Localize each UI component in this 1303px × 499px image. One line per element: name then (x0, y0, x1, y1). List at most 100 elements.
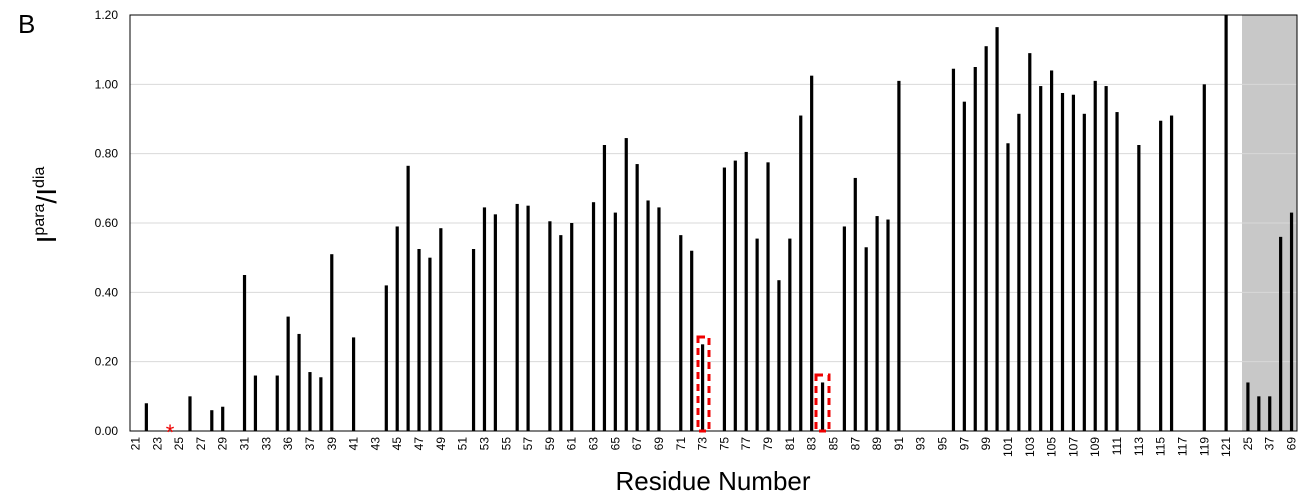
bar (635, 164, 639, 432)
x-tick-label: 99 (979, 437, 993, 451)
bar (242, 275, 247, 431)
bar (406, 165, 410, 432)
bar (1268, 396, 1272, 431)
bar (1159, 120, 1163, 431)
x-tick-label: 107 (1066, 437, 1080, 457)
bar (1279, 236, 1283, 431)
bar (570, 223, 574, 431)
x-tick-label: 49 (434, 437, 448, 451)
bar (308, 372, 312, 431)
x-tick-label: 29 (216, 437, 230, 451)
x-tick-label: 37 (1263, 437, 1277, 451)
x-tick-label: 39 (325, 437, 339, 451)
x-tick-label: 57 (521, 437, 535, 451)
bar (1202, 84, 1206, 431)
x-tick-label: 95 (936, 437, 950, 451)
x-axis-title: Residue Number (615, 466, 810, 496)
bar (210, 410, 214, 431)
bar (144, 403, 148, 431)
y-axis-title-part: /I (31, 188, 62, 204)
x-tick-label: 31 (238, 437, 252, 451)
bar (657, 207, 661, 431)
bar (733, 160, 737, 431)
bar (1289, 212, 1294, 431)
bar (1115, 112, 1119, 432)
bar (319, 377, 323, 431)
bar (766, 162, 770, 432)
bars (144, 15, 1294, 432)
bar (722, 167, 727, 432)
bar (690, 250, 694, 431)
x-tick-label: 36 (281, 437, 295, 451)
bar (995, 27, 999, 432)
x-tick-label: 113 (1132, 437, 1146, 456)
x-tick-label: 91 (892, 437, 906, 451)
y-tick-label: 0.60 (95, 216, 119, 230)
x-tick-label: 115 (1154, 437, 1168, 456)
bar (984, 46, 988, 431)
bar (875, 216, 879, 431)
y-tick-label: 0.40 (95, 285, 119, 299)
bar (439, 228, 443, 431)
x-tick-label: 121 (1219, 437, 1233, 457)
x-tick-label: 25 (172, 437, 186, 451)
bar (351, 337, 356, 431)
bar (853, 177, 857, 431)
x-tick-label: 73 (696, 437, 710, 451)
bar (700, 344, 705, 431)
annotation: * (166, 420, 175, 445)
bar (275, 375, 279, 431)
bar (1060, 93, 1065, 431)
bar (286, 316, 290, 431)
bar (330, 254, 334, 431)
bar (428, 257, 432, 431)
x-tick-label: 93 (914, 437, 928, 451)
x-tick-label: 105 (1045, 437, 1059, 457)
x-tick-label: 69 (1285, 437, 1299, 451)
bar (591, 202, 596, 431)
plot-frame (129, 14, 1298, 432)
bar (810, 75, 814, 432)
bar (1082, 113, 1086, 432)
x-tick-label: 77 (739, 437, 753, 451)
bar (820, 382, 825, 431)
bar (526, 205, 530, 431)
bar (602, 145, 607, 431)
bar (1104, 86, 1108, 432)
y-tick-label: 0.20 (95, 355, 119, 369)
highlight-box (696, 335, 711, 433)
x-tick-label: 61 (565, 437, 579, 451)
y-tick-label: 1.00 (95, 77, 119, 91)
bar (1028, 53, 1032, 432)
bar (1093, 80, 1097, 431)
x-tick-label: 81 (783, 437, 797, 451)
bar (1017, 113, 1021, 432)
x-tick-label: 117 (1175, 437, 1189, 456)
bar (864, 247, 868, 431)
bar (842, 226, 846, 431)
bar (188, 396, 192, 431)
bar (493, 214, 497, 431)
x-tick-label: 41 (347, 437, 361, 451)
bar (799, 115, 803, 432)
x-tick-label: 25 (1241, 437, 1255, 451)
bar (253, 375, 258, 431)
bar (515, 203, 519, 431)
x-tick-label: 43 (368, 437, 382, 451)
bar (788, 238, 792, 431)
bar (1050, 70, 1054, 431)
bar (417, 249, 421, 431)
x-tick-label: 71 (674, 437, 688, 451)
bar (221, 406, 225, 431)
y-tick-label: 0.00 (95, 424, 119, 438)
x-tick-label: 37 (303, 437, 317, 451)
bar (962, 101, 966, 432)
x-tick-label: 101 (1001, 437, 1015, 457)
x-tick-label: 65 (608, 437, 622, 451)
x-tick-label: 51 (456, 437, 470, 451)
bar (1039, 86, 1043, 432)
x-tick-label: 67 (630, 437, 644, 451)
bar (744, 151, 748, 431)
bar (1137, 145, 1141, 431)
